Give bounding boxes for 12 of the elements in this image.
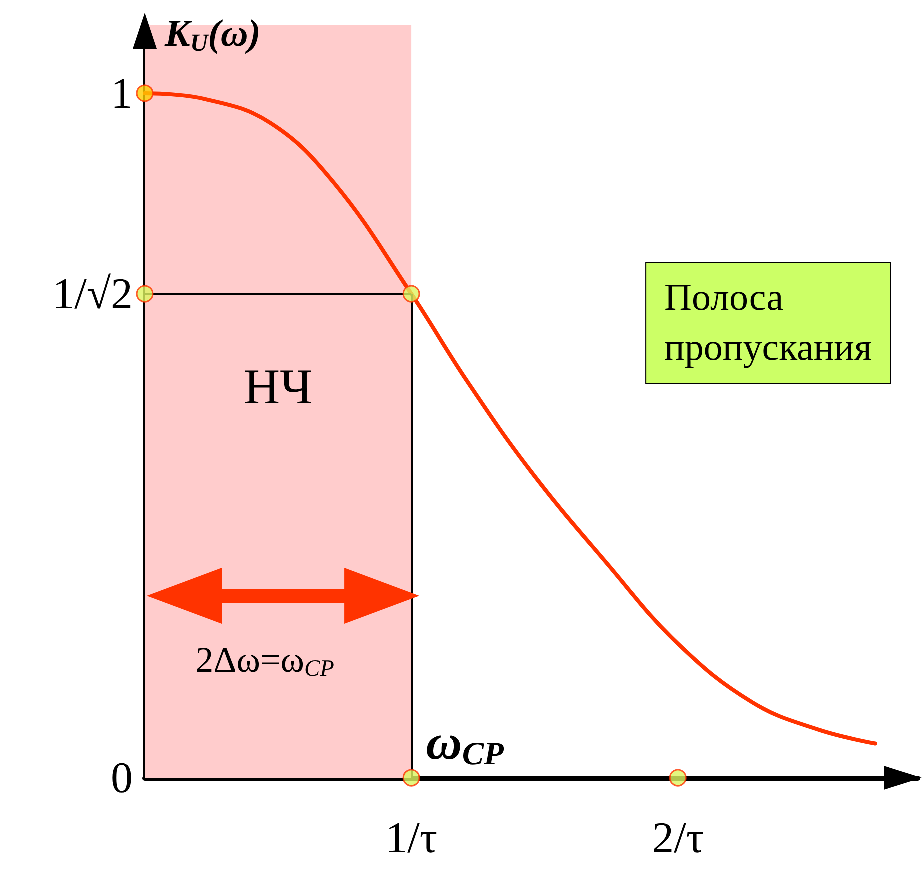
y-tick-label: 1 — [111, 68, 133, 118]
point — [136, 84, 154, 102]
x-tick-label: 1/τ — [386, 814, 438, 862]
x-tick-label: 2/τ — [652, 814, 704, 862]
point — [136, 285, 154, 303]
point — [402, 769, 420, 787]
y-tick-label: 0 — [111, 754, 133, 802]
band-label: НЧ — [244, 358, 313, 414]
y-tick-label: 1/√2 — [52, 270, 133, 319]
annotation: Полоса пропускания — [664, 277, 872, 369]
point — [402, 285, 420, 303]
point — [669, 769, 687, 787]
